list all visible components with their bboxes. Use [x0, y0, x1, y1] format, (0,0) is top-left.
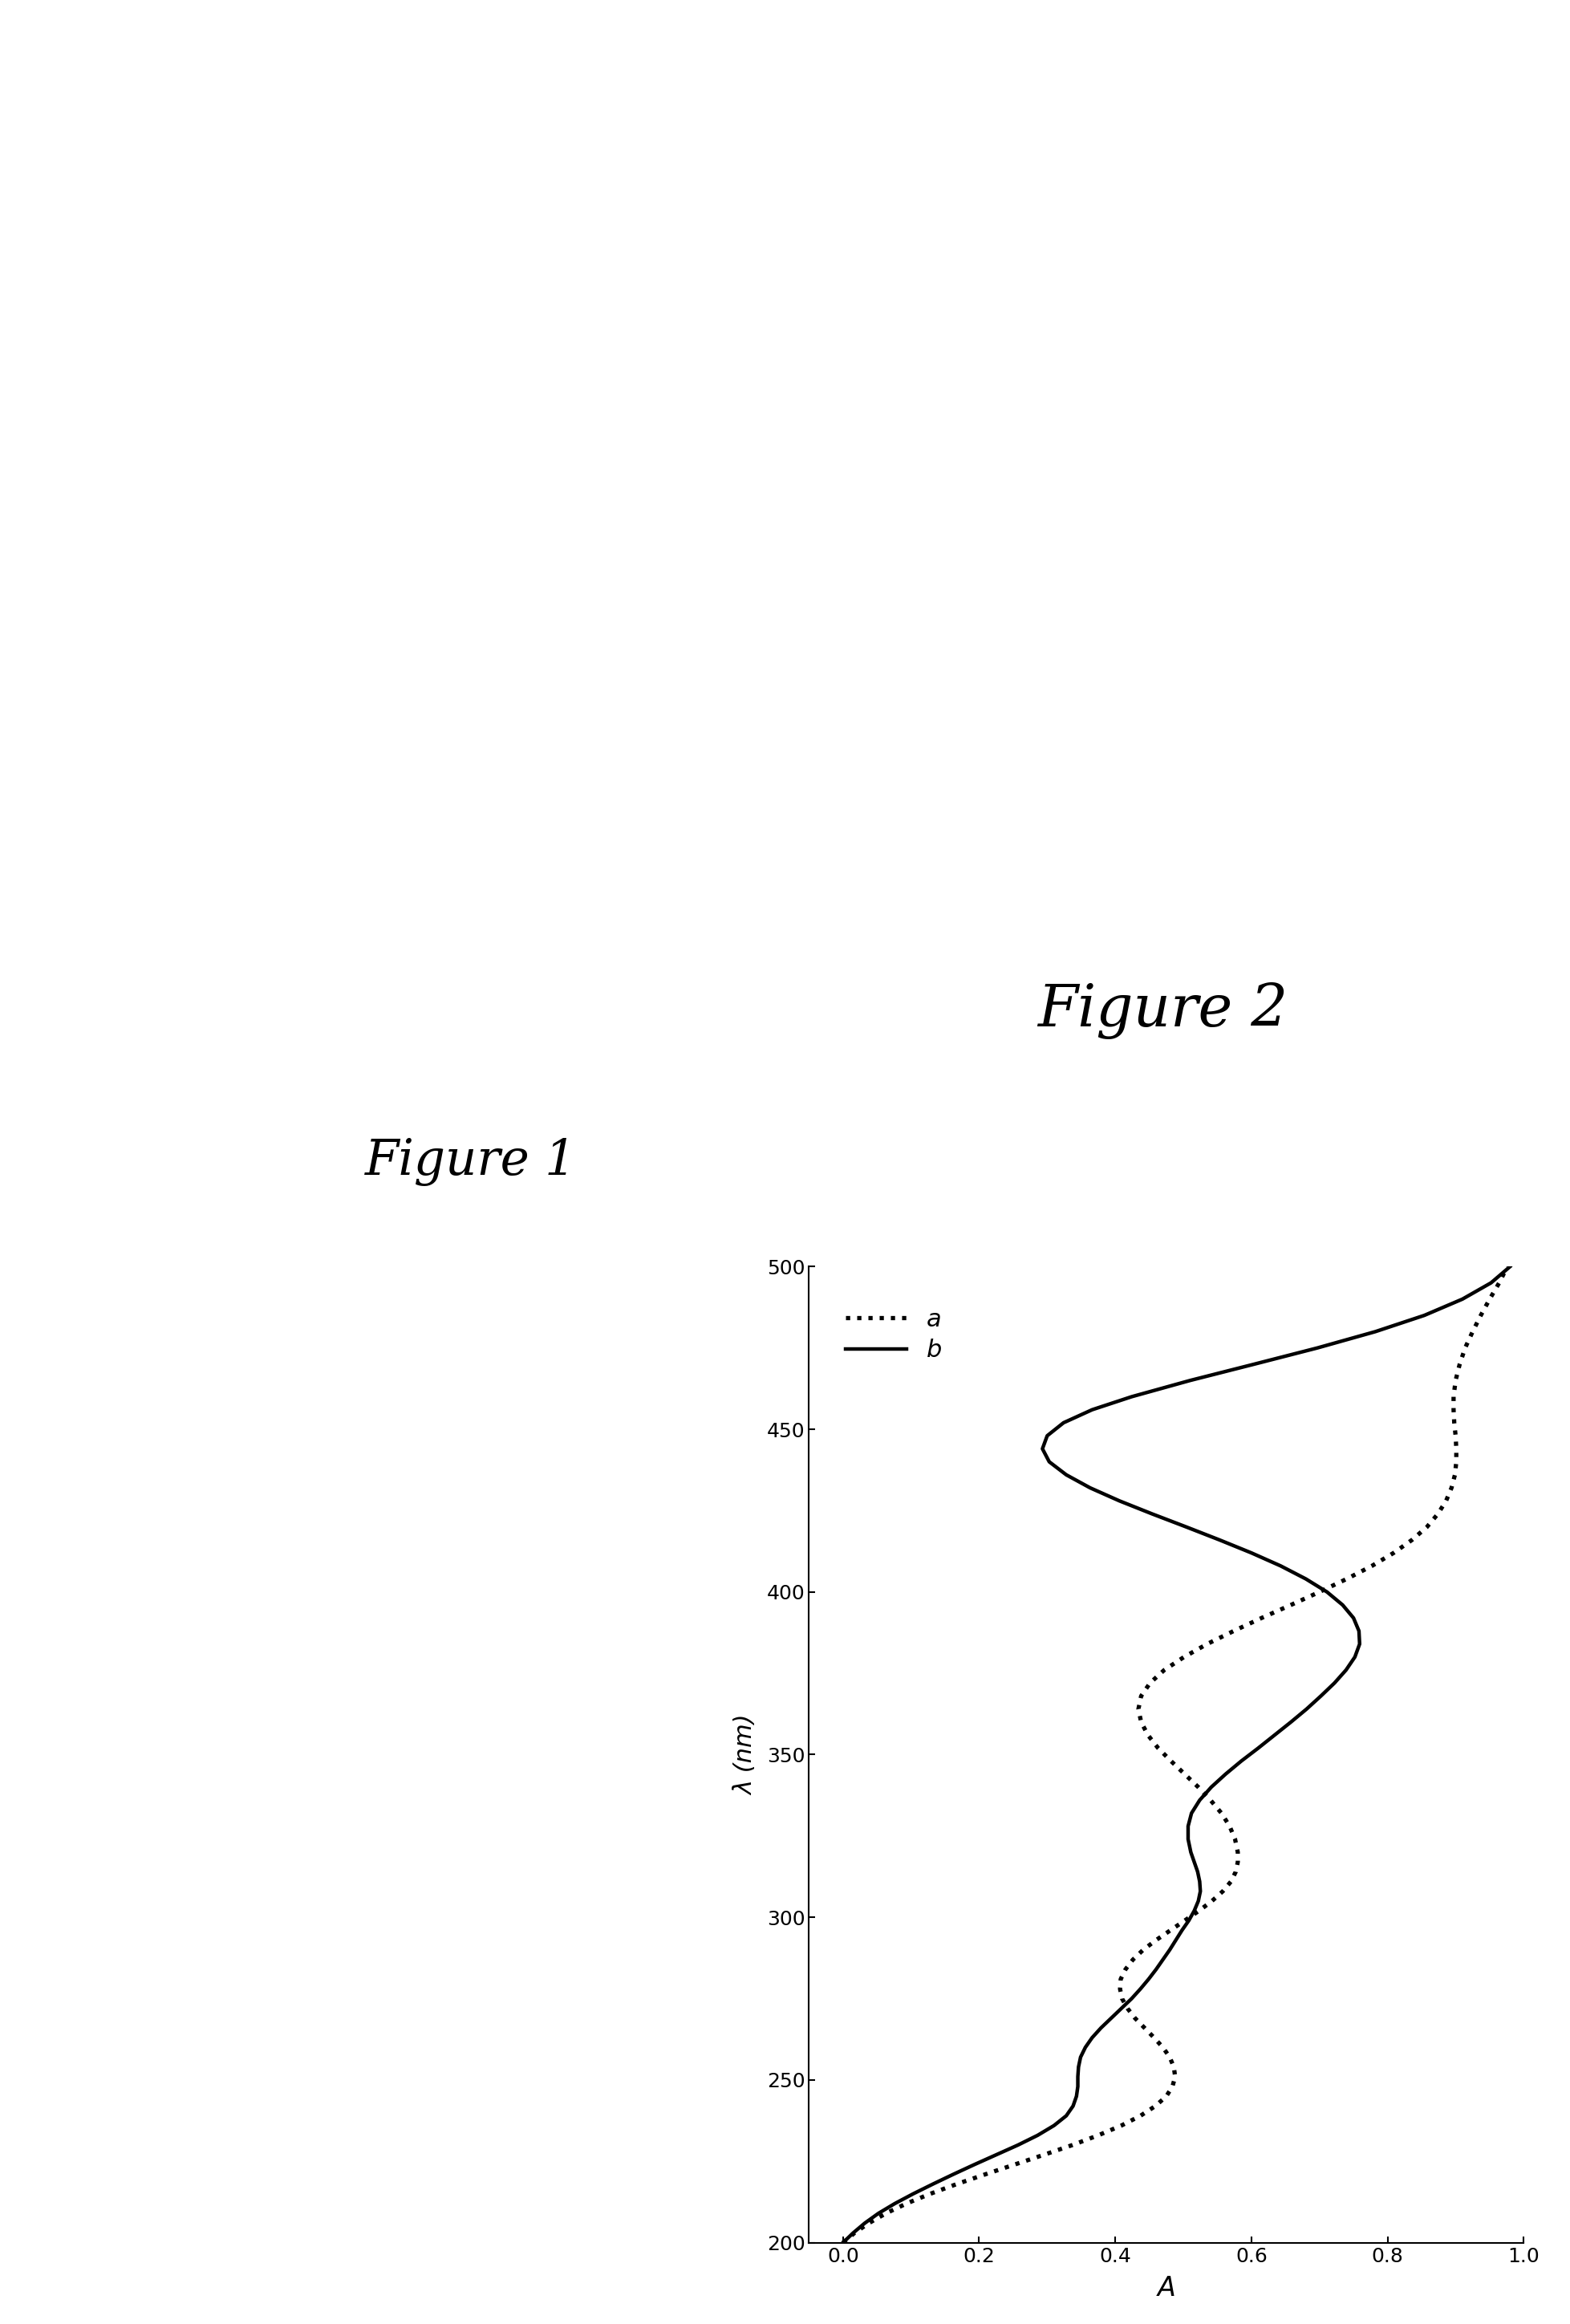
X-axis label: A: A	[1157, 2275, 1174, 2301]
Y-axis label: λ (nm): λ (nm)	[735, 1715, 757, 1794]
Text: Figure 1: Figure 1	[366, 1139, 576, 1185]
Text: Figure 2: Figure 2	[1036, 983, 1287, 1039]
Legend: a, b: a, b	[835, 1299, 951, 1371]
